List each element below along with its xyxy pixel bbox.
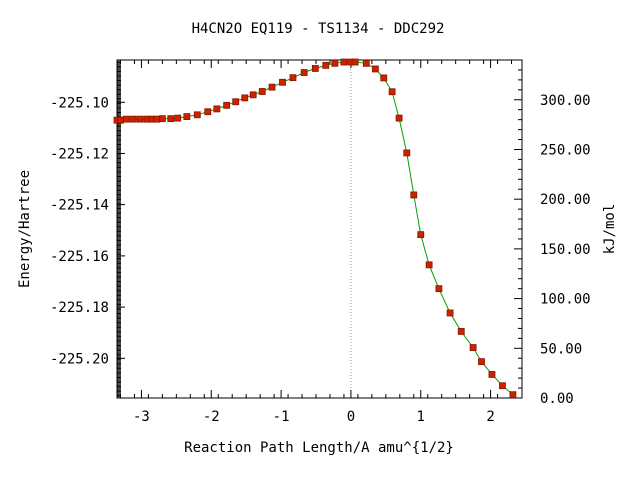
data-point xyxy=(289,74,297,82)
y-tick-label: -225.12 xyxy=(50,146,109,162)
x-tick-label: -2 xyxy=(203,409,220,425)
data-point xyxy=(351,58,359,66)
y-tick-label: -225.10 xyxy=(50,95,109,111)
points-layer xyxy=(113,58,517,399)
y2-tick-label: 150.00 xyxy=(540,242,591,258)
y2-tick-label: 50.00 xyxy=(540,341,582,357)
x-tick-label: 1 xyxy=(417,409,425,425)
data-point xyxy=(153,115,161,123)
y2-tick-label: 250.00 xyxy=(540,142,591,158)
x-tick-label: -3 xyxy=(133,409,150,425)
data-point xyxy=(129,115,137,123)
data-point xyxy=(204,108,212,116)
data-point xyxy=(331,59,339,67)
data-point xyxy=(223,101,231,109)
y2-tick-label: 200.00 xyxy=(540,192,591,208)
data-point xyxy=(469,344,477,351)
x-tick-label: -1 xyxy=(273,409,290,425)
data-point xyxy=(457,328,465,335)
ticks-layer: -3 -2 -1 0 1 2 -225.10 -225.12 -225.14 -225.16 -22… xyxy=(50,59,591,425)
data-point xyxy=(417,231,425,239)
plot-frame xyxy=(116,59,523,399)
x-axis-label: Reaction Path Length/A amu^{1/2} xyxy=(184,440,454,456)
data-point xyxy=(249,91,257,99)
y2-tick-label: 0.00 xyxy=(540,391,574,407)
data-point xyxy=(241,94,249,102)
data-point xyxy=(268,83,276,91)
data-point xyxy=(193,111,201,119)
data-point xyxy=(183,113,191,120)
data-point xyxy=(362,59,370,67)
data-point xyxy=(425,261,433,269)
x-tick-label: 2 xyxy=(486,409,494,425)
series-line xyxy=(117,61,514,396)
data-point xyxy=(410,191,418,199)
data-point xyxy=(509,391,517,399)
data-point xyxy=(258,88,266,95)
data-point xyxy=(395,114,403,122)
data-point xyxy=(446,309,454,317)
data-point xyxy=(340,58,348,66)
y-axis-label: Energy/Hartree xyxy=(17,170,33,288)
data-point xyxy=(213,105,221,113)
data-point xyxy=(117,116,124,124)
data-point xyxy=(279,78,286,86)
data-point xyxy=(488,371,496,378)
curve-layer xyxy=(117,61,514,396)
data-point xyxy=(478,358,485,366)
y-tick-label: -225.16 xyxy=(50,249,109,265)
data-point xyxy=(388,88,396,96)
x-tick-label: 0 xyxy=(347,409,355,425)
data-point xyxy=(136,115,144,123)
data-point xyxy=(371,65,379,73)
data-point xyxy=(122,115,130,123)
data-point xyxy=(499,382,506,390)
data-point xyxy=(174,114,182,122)
data-point xyxy=(311,65,319,72)
y2-tick-label: 300.00 xyxy=(540,93,591,109)
data-point xyxy=(300,69,308,76)
data-point xyxy=(322,61,330,69)
data-point xyxy=(380,74,388,82)
y-tick-label: -225.14 xyxy=(50,198,109,214)
y-tick-label: -225.20 xyxy=(50,351,109,367)
data-point xyxy=(232,98,240,106)
chart-title: H4CN2O EQ119 - TS1134 - DDC292 xyxy=(192,21,445,37)
data-point xyxy=(435,285,443,293)
y2-axis-label: kJ/mol xyxy=(602,204,618,255)
data-point xyxy=(167,115,175,123)
y-tick-label: -225.18 xyxy=(50,300,109,316)
y2-tick-label: 100.00 xyxy=(540,292,591,308)
data-point xyxy=(403,149,411,157)
data-point xyxy=(158,115,166,123)
